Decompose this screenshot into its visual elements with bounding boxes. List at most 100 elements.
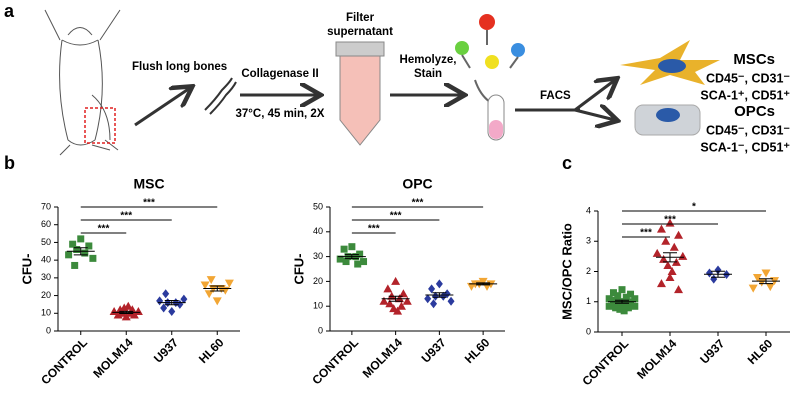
y-tick-label: 20 (41, 290, 51, 300)
data-point (69, 240, 77, 248)
data-point (663, 260, 673, 269)
step-label: Stain (414, 68, 442, 80)
data-point (430, 299, 438, 309)
panel-label: c (562, 153, 572, 173)
y-tick-label: 0 (318, 325, 323, 335)
data-point (761, 269, 771, 278)
data-point (431, 291, 439, 301)
data-point (204, 290, 214, 299)
arrow (134, 88, 190, 127)
error-bar (164, 300, 179, 306)
y-tick-label: 50 (313, 201, 323, 211)
data-point (385, 299, 395, 308)
data-point (340, 245, 348, 253)
significance-label: *** (98, 224, 110, 235)
step-label: Hemolyze, (400, 54, 457, 66)
data-point (667, 267, 677, 275)
error-bar (615, 299, 629, 304)
arrow (574, 110, 615, 120)
y-tick-label: 30 (41, 272, 51, 282)
data-point (81, 249, 89, 257)
x-tick-label: CONTROL (580, 336, 632, 388)
data-point (631, 302, 639, 310)
step-label: Filter (346, 12, 375, 24)
data-point (674, 230, 684, 239)
y-axis-label: CFU- (19, 253, 34, 284)
significance-label: * (692, 202, 696, 213)
cell-markers: SCA-1⁺, CD51⁺ (700, 88, 790, 102)
step-label: Collagenase II (241, 68, 318, 80)
msc-cell (620, 40, 720, 85)
y-tick-label: 0 (46, 325, 51, 335)
data-point (665, 218, 675, 227)
data-point (678, 251, 688, 260)
y-axis-label: MSC/OPC Ratio (559, 223, 574, 320)
panel-label: a (4, 1, 15, 21)
y-tick-label: 40 (41, 255, 51, 265)
data-point (180, 294, 188, 304)
cell-title: MSCs (733, 51, 775, 68)
data-point (398, 289, 408, 298)
data-point (393, 306, 403, 315)
y-tick-label: 40 (313, 226, 323, 236)
data-point (65, 251, 73, 259)
y-tick-label: 0 (586, 326, 591, 336)
cell-markers: SCA-1⁻, CD51⁺ (700, 140, 790, 154)
error-bar (73, 247, 88, 256)
x-tick-label: CONTROL (309, 335, 361, 387)
data-point (396, 301, 406, 310)
data-point (424, 294, 432, 304)
data-point (156, 296, 164, 306)
y-tick-label: 3 (586, 236, 591, 246)
y-tick-label: 50 (41, 237, 51, 247)
significance-label: *** (368, 224, 380, 235)
significance-label: *** (664, 215, 676, 226)
data-point (439, 291, 447, 301)
significance-label: *** (640, 228, 652, 239)
data-point (336, 255, 344, 263)
data-point (757, 278, 767, 287)
error-bar (119, 310, 134, 314)
data-point (402, 296, 412, 305)
mouse-drawing (44, 9, 121, 156)
data-point (714, 265, 722, 275)
x-tick-label: HL60 (462, 335, 493, 366)
significance-label: *** (143, 198, 155, 209)
data-point (605, 302, 613, 310)
data-point (656, 279, 666, 288)
y-tick-label: 10 (41, 308, 51, 318)
y-tick-label: 30 (313, 251, 323, 261)
chart-title: OPC (402, 176, 432, 192)
y-axis-label: CFU- (291, 253, 306, 284)
error-bar (388, 295, 403, 302)
data-point (162, 289, 170, 299)
data-point (447, 296, 455, 306)
y-tick-label: 20 (313, 276, 323, 286)
data-point (206, 276, 216, 285)
x-tick-label: HL60 (196, 335, 227, 366)
data-point (224, 279, 234, 288)
data-point (710, 274, 718, 284)
data-point (85, 242, 93, 250)
x-tick-label: CONTROL (38, 335, 90, 387)
data-point (379, 296, 389, 305)
x-tick-label: HL60 (745, 336, 776, 367)
tube (335, 41, 385, 146)
data-point (620, 307, 628, 315)
error-bar (663, 252, 677, 263)
data-point (383, 284, 393, 293)
x-tick-label: U937 (419, 335, 449, 365)
data-point (73, 246, 81, 254)
error-bar (210, 285, 225, 292)
step-label: Flush long bones (132, 61, 227, 73)
data-point (200, 281, 210, 290)
error-bar (344, 254, 359, 260)
chart-title: MSC (133, 176, 164, 192)
data-point (752, 274, 762, 283)
data-point (748, 284, 758, 293)
y-tick-label: 60 (41, 219, 51, 229)
y-tick-label: 70 (41, 201, 51, 211)
x-tick-label: U937 (697, 336, 727, 366)
data-point (659, 254, 669, 263)
